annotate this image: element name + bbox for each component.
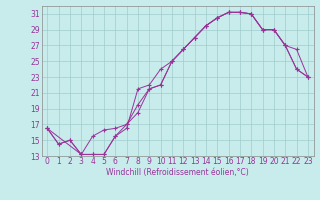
X-axis label: Windchill (Refroidissement éolien,°C): Windchill (Refroidissement éolien,°C) — [106, 168, 249, 177]
